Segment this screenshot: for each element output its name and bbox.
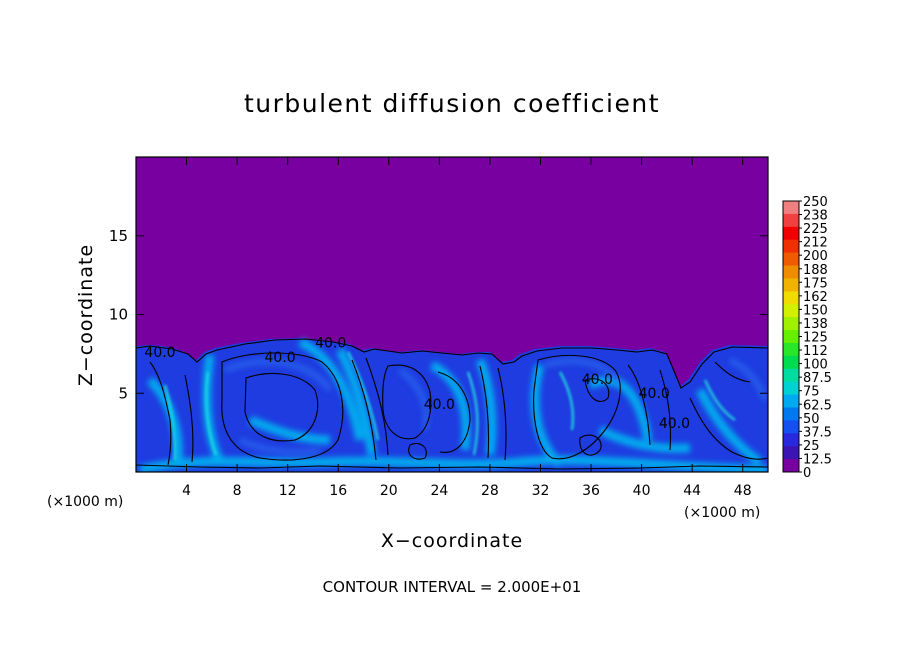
contour-interval-note: CONTOUR INTERVAL = 2.000E+01 bbox=[323, 578, 582, 596]
contour-labels: 40.0 40.0 40.0 40.0 40.0 40.0 40.0 bbox=[144, 336, 690, 432]
colorbar-swatch bbox=[783, 265, 799, 279]
colorbar-label: 62.5 bbox=[803, 398, 832, 413]
x-tick-label: 12 bbox=[279, 483, 297, 499]
contour-label: 40.0 bbox=[265, 350, 296, 366]
colorbar-swatch bbox=[783, 304, 799, 318]
colorbar-swatch bbox=[783, 433, 799, 447]
x-tick-label: 8 bbox=[233, 483, 242, 499]
colorbar-label: 238 bbox=[803, 209, 828, 224]
x-tick-label: 16 bbox=[329, 483, 347, 499]
colorbar-label: 188 bbox=[803, 263, 828, 278]
contour-lines bbox=[136, 338, 768, 470]
x-tick-label: 20 bbox=[380, 483, 398, 499]
y-axis-label: Z−coordinate bbox=[75, 244, 97, 386]
colorbar-swatch bbox=[783, 355, 799, 370]
colorbar-swatch bbox=[783, 459, 799, 473]
x-tick-label: 4 bbox=[182, 483, 191, 499]
x-unit-right: (×1000 m) bbox=[684, 505, 760, 521]
colorbar-label: 162 bbox=[803, 290, 828, 305]
colorbar-label: 150 bbox=[803, 303, 828, 318]
colorbar-label: 175 bbox=[803, 276, 828, 291]
x-tick-label: 28 bbox=[481, 483, 499, 499]
x-tick-label: 44 bbox=[683, 483, 701, 499]
contour-label: 40.0 bbox=[582, 372, 613, 388]
y-axis-tick-labels: 5 10 15 bbox=[109, 227, 128, 403]
colorbar-swatch bbox=[783, 291, 799, 305]
colorbar-swatch bbox=[783, 394, 799, 408]
colorbar-swatch bbox=[783, 342, 799, 357]
x-axis-ticks bbox=[186, 157, 744, 472]
colorbar-swatch bbox=[783, 213, 799, 228]
y-tick-label: 10 bbox=[109, 306, 128, 324]
colorbar-label: 12.5 bbox=[803, 452, 832, 467]
colorbar-label: 25 bbox=[803, 439, 820, 454]
colorbar-swatch bbox=[783, 278, 799, 292]
colorbar-swatch bbox=[783, 239, 799, 254]
colorbar-label: 200 bbox=[803, 249, 828, 264]
y-tick-label: 5 bbox=[118, 384, 128, 402]
colorbar-swatch bbox=[783, 252, 799, 267]
contour-label: 40.0 bbox=[144, 345, 175, 361]
x-tick-label: 36 bbox=[582, 483, 600, 499]
colorbar-label: 75 bbox=[803, 385, 820, 400]
light-swirls bbox=[223, 357, 768, 455]
contour-label: 40.0 bbox=[659, 416, 690, 432]
colorbar-label: 250 bbox=[803, 195, 828, 210]
x-tick-label: 24 bbox=[430, 483, 448, 499]
colorbar-swatch bbox=[783, 317, 799, 331]
colorbar-label: 50 bbox=[803, 412, 820, 427]
colorbar-swatch bbox=[783, 446, 799, 460]
y-axis-ticks bbox=[136, 235, 768, 394]
plot-area: 40.0 40.0 40.0 40.0 40.0 40.0 40.0 bbox=[136, 157, 768, 472]
chart-title: turbulent diffusion coefficient bbox=[244, 89, 660, 118]
contour-label: 40.0 bbox=[424, 397, 455, 413]
colorbar-swatch bbox=[783, 368, 799, 383]
colorbar-swatch bbox=[783, 330, 799, 344]
colorbar-label: 100 bbox=[803, 358, 828, 373]
x-tick-label: 48 bbox=[734, 483, 752, 499]
x-tick-label: 32 bbox=[532, 483, 550, 499]
colorbar-swatch bbox=[783, 226, 799, 241]
colorbar-label: 87.5 bbox=[803, 371, 832, 386]
x-unit-left: (×1000 m) bbox=[47, 494, 123, 510]
colorbar-label: 225 bbox=[803, 222, 828, 237]
contour-label: 40.0 bbox=[639, 386, 670, 402]
colorbar-label: 212 bbox=[803, 236, 828, 251]
high-value-filaments bbox=[138, 337, 768, 472]
x-axis-tick-labels: 4 8 12 16 20 24 28 32 36 40 44 48 bbox=[182, 483, 752, 499]
colorbar-swatch bbox=[783, 407, 799, 421]
colorbar-swatch bbox=[783, 381, 799, 396]
x-tick-label: 40 bbox=[633, 483, 651, 499]
y-tick-label: 15 bbox=[109, 227, 128, 245]
colorbar-label: 125 bbox=[803, 331, 828, 346]
colorbar-swatch bbox=[783, 201, 799, 215]
colorbar-label: 37.5 bbox=[803, 425, 832, 440]
contour-label: 40.0 bbox=[315, 336, 346, 352]
colorbar-label: 112 bbox=[803, 344, 828, 359]
colorbar: 2502382252122001881751621501381251121008… bbox=[782, 195, 832, 481]
colorbar-swatch bbox=[783, 420, 799, 434]
x-axis-label: X−coordinate bbox=[381, 530, 523, 552]
colorbar-label: 0 bbox=[803, 466, 811, 481]
colorbar-label: 138 bbox=[803, 317, 828, 332]
